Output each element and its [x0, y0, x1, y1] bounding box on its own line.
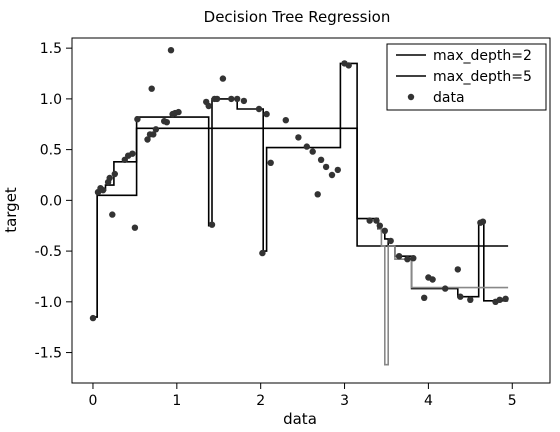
- data-point: [442, 285, 449, 292]
- legend-marker-data: [407, 93, 415, 101]
- data-point: [167, 47, 175, 54]
- y-tick-label: 1.5: [40, 41, 62, 57]
- data-point: [144, 136, 151, 143]
- legend-label-depth5: max_depth=5: [433, 69, 532, 85]
- data-point: [240, 97, 248, 105]
- data-point: [205, 102, 212, 110]
- data-point: [345, 62, 352, 69]
- y-tick-label: -1.0: [35, 295, 62, 311]
- data-point: [234, 95, 241, 103]
- legend: max_depth=2 max_depth=5 data: [386, 43, 547, 111]
- legend-label-depth2: max_depth=2: [433, 48, 532, 64]
- data-point: [479, 218, 487, 225]
- series-line-2: [378, 228, 509, 366]
- y-tick-label: 0.0: [40, 193, 62, 209]
- data-point: [303, 143, 310, 150]
- data-point: [457, 293, 464, 300]
- data-point: [395, 253, 403, 260]
- x-tick-label: 3: [340, 393, 349, 409]
- data-point: [366, 217, 373, 224]
- data-point: [295, 134, 302, 141]
- data-point: [421, 294, 428, 301]
- data-point: [267, 159, 274, 166]
- data-point: [163, 119, 170, 126]
- legend-label-data: data: [433, 90, 465, 106]
- plot-frame: [71, 37, 551, 384]
- data-point: [89, 314, 97, 322]
- data-point: [381, 227, 388, 234]
- x-tick-label: 1: [172, 393, 181, 409]
- data-point: [410, 255, 417, 262]
- data-point: [373, 217, 380, 224]
- data-point: [111, 170, 119, 178]
- data-point: [309, 148, 316, 155]
- data-point: [175, 108, 182, 116]
- x-axis-label: data: [283, 410, 317, 428]
- data-point: [322, 163, 330, 171]
- data-point: [148, 85, 155, 92]
- data-point: [282, 117, 289, 124]
- x-tick-label: 0: [89, 393, 98, 409]
- data-point: [106, 174, 113, 182]
- data-point: [429, 276, 436, 283]
- series-layer: [89, 47, 509, 366]
- data-point: [328, 171, 336, 179]
- x-tick-label: 5: [508, 393, 517, 409]
- data-point: [129, 150, 136, 157]
- data-point: [404, 256, 411, 263]
- data-point: [496, 296, 503, 303]
- data-point: [150, 131, 157, 138]
- data-point: [454, 266, 461, 273]
- data-point: [376, 222, 383, 229]
- data-point: [99, 187, 107, 194]
- data-point: [317, 156, 325, 163]
- data-point: [228, 95, 235, 103]
- data-point: [259, 249, 266, 257]
- x-tick-label: 4: [424, 393, 433, 409]
- data-point: [255, 105, 263, 113]
- y-tick-label: -0.5: [35, 244, 62, 260]
- data-point: [467, 296, 474, 303]
- y-tick-label: 0.5: [40, 143, 62, 159]
- data-point: [109, 211, 116, 218]
- y-axis-label: target: [2, 187, 20, 233]
- data-point: [213, 95, 221, 103]
- data-point: [152, 126, 160, 133]
- data-point: [502, 295, 509, 302]
- y-tick-label: 1.0: [40, 92, 62, 108]
- data-point: [131, 224, 139, 231]
- data-point: [387, 237, 394, 245]
- data-point: [334, 166, 341, 174]
- data-point: [263, 110, 270, 118]
- chart-title: Decision Tree Regression: [204, 8, 391, 26]
- data-point: [208, 221, 216, 228]
- data-point: [219, 75, 227, 82]
- data-point: [134, 116, 141, 123]
- y-tick-label: -1.5: [35, 346, 62, 362]
- ticks-layer: 0 1 2 3 4 5 -1.5 -1.0 -0.5 0.0 0.5 1.0 1.5: [35, 41, 517, 409]
- data-point: [314, 191, 321, 198]
- x-tick-label: 2: [256, 393, 265, 409]
